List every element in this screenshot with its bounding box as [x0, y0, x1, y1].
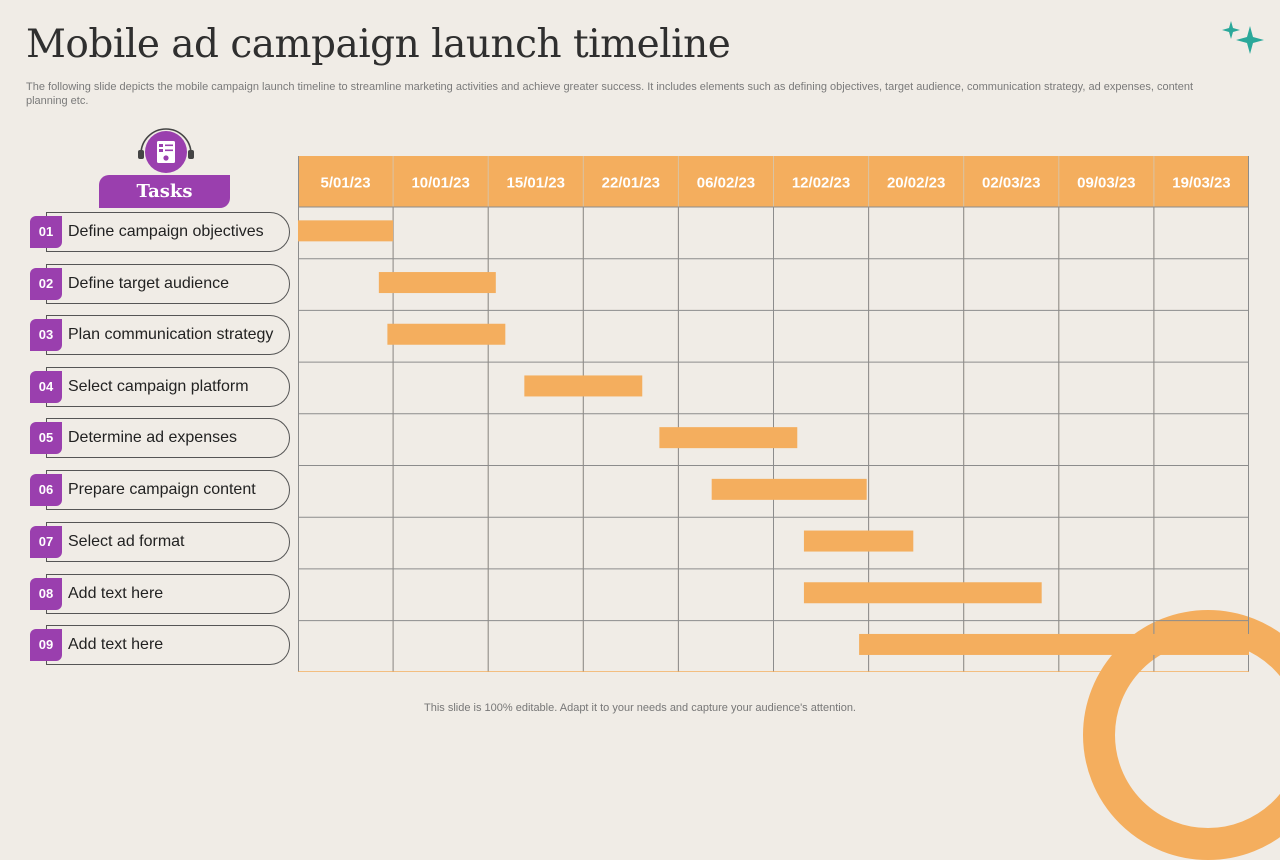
task-row: 02 Define target audience [30, 264, 290, 304]
task-pill [46, 574, 290, 614]
task-pill [46, 367, 290, 407]
task-label: Plan communication strategy [68, 326, 274, 343]
footer-note: This slide is 100% editable. Adapt it to… [424, 702, 856, 714]
gantt-date-label: 12/02/23 [792, 175, 850, 192]
gantt-task-bar [859, 633, 1249, 655]
gantt-task-bar [387, 323, 506, 345]
gantt-date-label: 02/03/23 [982, 175, 1040, 192]
task-label: Prepare campaign content [68, 481, 256, 498]
task-label: Select ad format [68, 533, 185, 550]
task-pill [46, 625, 290, 665]
task-row: 03 Plan communication strategy [30, 315, 290, 355]
gantt-task-bar [659, 427, 798, 449]
gantt-date-label: 09/03/23 [1077, 175, 1135, 192]
task-label: Define campaign objectives [68, 223, 264, 240]
gantt-task-bar [803, 582, 1042, 604]
gantt-chart: 5/01/23 10/01/23 15/01/23 22/01/23 06/02/23 1… [298, 156, 1249, 672]
task-number-badge: 03 [30, 319, 62, 351]
task-number-badge: 05 [30, 422, 62, 454]
gantt-task-bar [711, 478, 867, 500]
task-pill [46, 522, 290, 562]
checklist-headset-icon [138, 128, 194, 173]
task-pill [46, 264, 290, 304]
task-label: Add text here [68, 636, 164, 653]
task-row: 07 Select ad format [30, 522, 290, 562]
slide-title: Mobile ad campaign launch timeline [26, 22, 731, 67]
task-number-badge: 04 [30, 371, 62, 403]
task-number-badge: 01 [30, 216, 62, 248]
task-number-badge: 08 [30, 578, 62, 610]
task-label: Select campaign platform [68, 378, 249, 395]
task-number-badge: 06 [30, 474, 62, 506]
task-row: 05 Determine ad expenses [30, 418, 290, 458]
slide-subtitle: The following slide depicts the mobile c… [26, 81, 1194, 107]
gantt-date-label: 06/02/23 [697, 175, 755, 192]
gantt-date-label: 10/01/23 [411, 175, 469, 192]
gantt-task-bar [378, 272, 496, 294]
task-number-badge: 09 [30, 629, 62, 661]
gantt-date-label: 5/01/23 [321, 175, 371, 192]
gantt-task-bar [524, 375, 643, 397]
task-row: 01 Define campaign objectives [30, 212, 290, 252]
task-label: Determine ad expenses [68, 429, 237, 446]
gantt-date-label: 15/01/23 [507, 175, 565, 192]
task-row: 08 Add text here [30, 574, 290, 614]
task-row: 04 Select campaign platform [30, 367, 290, 407]
gantt-task-bar [803, 530, 914, 552]
task-pill [46, 212, 290, 252]
tasks-header: Tasks [99, 175, 230, 208]
task-number-badge: 02 [30, 268, 62, 300]
task-pill [46, 418, 290, 458]
task-row: 09 Add text here [30, 625, 290, 665]
task-label: Define target audience [68, 275, 229, 292]
sparkle-icon [1222, 21, 1264, 54]
task-pill [46, 470, 290, 510]
gantt-date-label: 19/03/23 [1172, 175, 1230, 192]
task-row: 06 Prepare campaign content [30, 470, 290, 510]
gantt-date-label: 20/02/23 [887, 175, 945, 192]
gantt-date-label: 22/01/23 [602, 175, 660, 192]
task-label: Add text here [68, 585, 164, 602]
task-number-badge: 07 [30, 526, 62, 558]
gantt-task-bar [298, 220, 394, 242]
